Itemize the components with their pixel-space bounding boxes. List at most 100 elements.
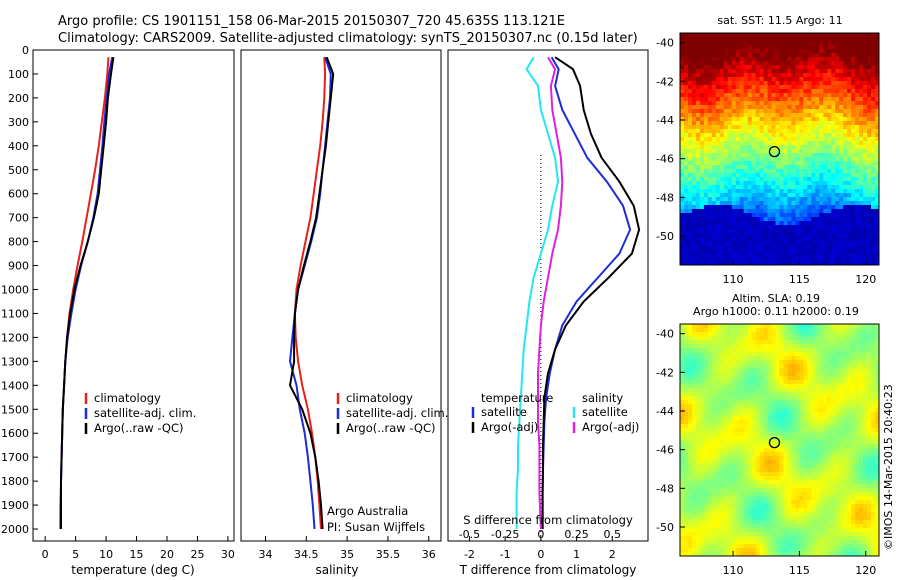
map-cell [843, 81, 848, 86]
map-cell [699, 185, 705, 190]
map-cell [731, 197, 737, 202]
map-cell [859, 133, 864, 138]
map-cell [867, 153, 872, 158]
map-cell [727, 336, 733, 341]
map-cell [755, 436, 761, 441]
map-cell [835, 225, 840, 230]
map-cell [839, 105, 844, 110]
map-cell [787, 209, 792, 214]
map-cell [719, 201, 725, 206]
t-difference-tick-label: -1 [500, 548, 511, 561]
map-cell [771, 165, 777, 170]
map-cell [723, 364, 729, 369]
map-cell [783, 424, 788, 429]
map-cell [687, 45, 693, 50]
map-cell [739, 89, 745, 94]
map-cell [839, 436, 844, 441]
map-cell [767, 408, 773, 413]
map-cell [703, 205, 709, 210]
map-cell [747, 209, 753, 214]
map-cell [687, 61, 693, 66]
map-cell [735, 225, 741, 230]
map-cell [875, 408, 880, 413]
map-cell [683, 257, 689, 262]
map-cell [751, 404, 757, 409]
map-cell [791, 472, 796, 477]
map-cell [855, 245, 860, 250]
map-cell [835, 404, 840, 409]
map-cell [727, 233, 733, 238]
map-cell [779, 257, 784, 262]
map-cell [759, 253, 765, 258]
map-cell [799, 85, 804, 90]
map-cell [759, 344, 765, 349]
legend-label: Argo(..raw -QC) [94, 421, 184, 435]
map-cell [723, 360, 729, 365]
map-cell [819, 404, 824, 409]
map-cell [859, 376, 864, 381]
map-cell [823, 436, 828, 441]
map-cell [827, 93, 832, 98]
map-cell [771, 57, 777, 62]
map-cell [680, 157, 685, 162]
map-cell [683, 101, 689, 106]
map-cell [747, 364, 753, 369]
map-cell [743, 137, 749, 142]
map-cell [783, 153, 788, 158]
map-cell [787, 85, 792, 90]
map-cell [703, 412, 709, 417]
map-cell [871, 257, 876, 262]
map-cell [867, 41, 872, 46]
map-cell [791, 432, 796, 437]
map-cell [703, 89, 709, 94]
map-cell [835, 372, 840, 377]
map-cell [863, 392, 868, 397]
map-cell [755, 193, 761, 198]
map-cell [871, 245, 876, 250]
map-cell [783, 213, 788, 218]
map-cell [783, 448, 788, 453]
map-cell [715, 372, 721, 377]
map-cell [867, 213, 872, 218]
map-cell [735, 436, 741, 441]
map-cell [863, 324, 868, 329]
map-cell [823, 189, 828, 194]
map-cell [683, 133, 689, 138]
map-cell [715, 33, 721, 38]
map-cell [735, 456, 741, 461]
map-cell [859, 129, 864, 134]
map-cell [680, 356, 685, 361]
map-cell [695, 428, 701, 433]
map-cell [739, 33, 745, 38]
map-cell [680, 145, 685, 150]
map-cell [699, 157, 705, 162]
legend-title: temperature [481, 391, 553, 405]
map-cell [791, 49, 796, 54]
map-cell [715, 420, 721, 425]
map-cell [859, 121, 864, 126]
map-cell [719, 253, 725, 258]
map-cell [735, 41, 741, 46]
map-cell [731, 129, 737, 134]
map-cell [779, 129, 784, 134]
map-cell [775, 93, 780, 98]
map-cell [695, 217, 701, 222]
map-cell [851, 149, 856, 154]
map-cell [723, 57, 729, 62]
map-cell [739, 157, 745, 162]
map-cell [687, 404, 693, 409]
map-cell [867, 352, 872, 357]
map-cell [779, 65, 784, 70]
map-cell [723, 464, 729, 469]
map-cell [803, 221, 808, 226]
t-difference-tick-label: -2 [464, 548, 475, 561]
map-cell [715, 201, 721, 206]
map-cell [711, 205, 717, 210]
map-cell [779, 213, 784, 218]
map-cell [731, 109, 737, 114]
map-cell [719, 117, 725, 122]
map-cell [783, 97, 788, 102]
map-cell [723, 209, 729, 214]
map-cell [715, 440, 721, 445]
map-cell [839, 352, 844, 357]
